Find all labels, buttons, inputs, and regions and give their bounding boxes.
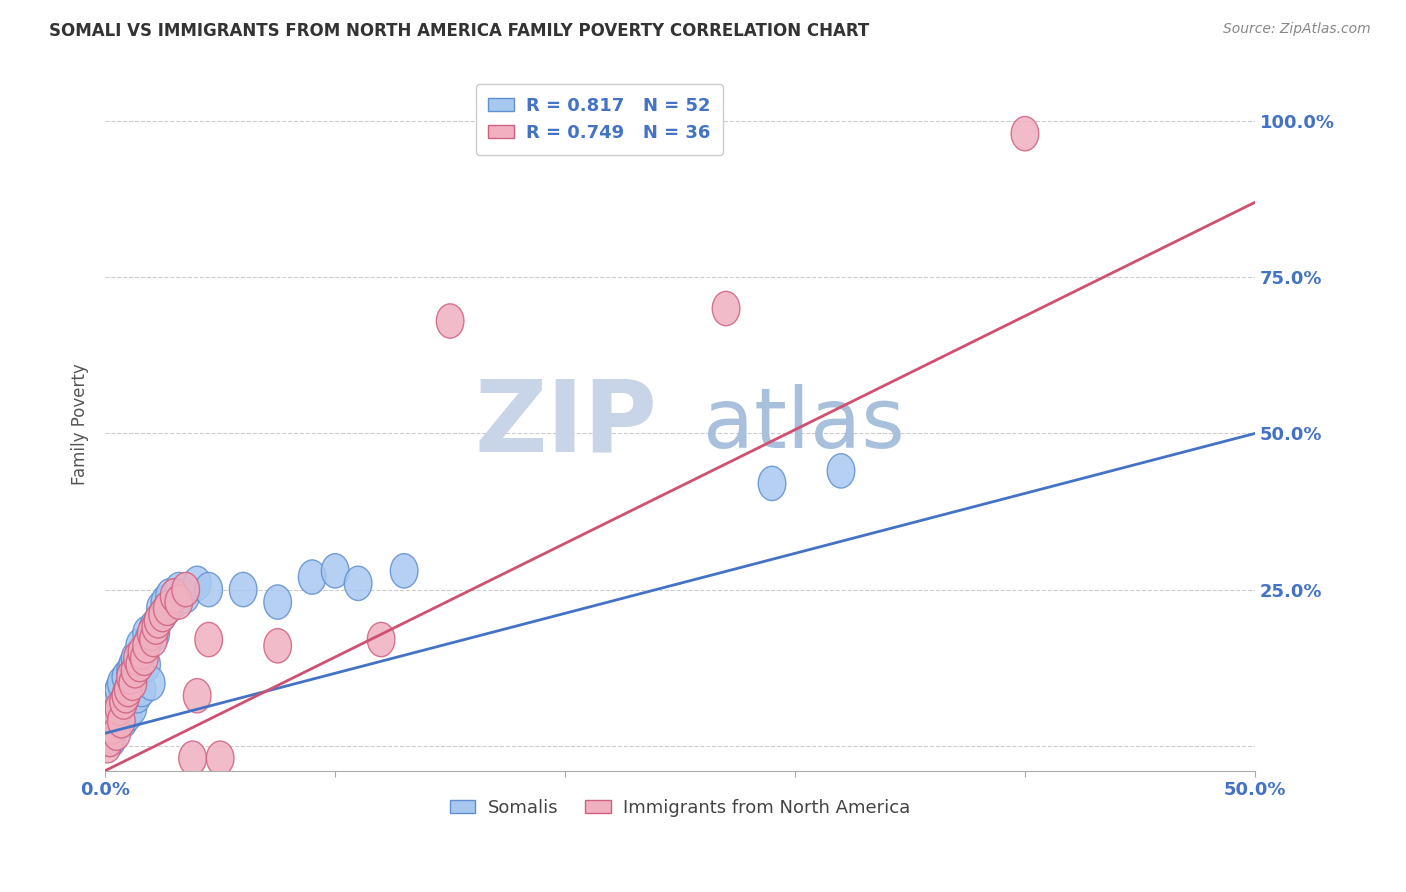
Ellipse shape <box>195 573 222 607</box>
Ellipse shape <box>322 554 349 588</box>
Ellipse shape <box>138 616 165 650</box>
Ellipse shape <box>138 666 165 700</box>
Ellipse shape <box>101 691 128 725</box>
Ellipse shape <box>105 698 132 731</box>
Ellipse shape <box>101 710 128 744</box>
Ellipse shape <box>107 691 135 725</box>
Ellipse shape <box>127 648 153 681</box>
Ellipse shape <box>160 585 188 619</box>
Ellipse shape <box>172 579 200 613</box>
Ellipse shape <box>124 679 152 713</box>
Ellipse shape <box>131 641 157 675</box>
Ellipse shape <box>96 723 124 756</box>
Ellipse shape <box>1011 117 1039 151</box>
Ellipse shape <box>96 716 124 750</box>
Ellipse shape <box>117 660 145 694</box>
Ellipse shape <box>101 698 128 731</box>
Text: ZIP: ZIP <box>474 376 657 473</box>
Ellipse shape <box>146 591 174 625</box>
Ellipse shape <box>149 598 177 632</box>
Ellipse shape <box>98 710 127 744</box>
Ellipse shape <box>132 629 160 663</box>
Ellipse shape <box>713 292 740 326</box>
Ellipse shape <box>105 673 132 706</box>
Ellipse shape <box>135 623 163 657</box>
Ellipse shape <box>153 591 181 625</box>
Ellipse shape <box>153 591 181 625</box>
Legend: Somalis, Immigrants from North America: Somalis, Immigrants from North America <box>443 791 918 824</box>
Ellipse shape <box>344 566 373 600</box>
Ellipse shape <box>172 573 200 607</box>
Ellipse shape <box>121 666 149 700</box>
Ellipse shape <box>114 673 142 706</box>
Y-axis label: Family Poverty: Family Poverty <box>72 363 89 485</box>
Ellipse shape <box>127 654 153 688</box>
Ellipse shape <box>94 723 121 756</box>
Ellipse shape <box>110 704 138 738</box>
Ellipse shape <box>179 741 207 775</box>
Ellipse shape <box>131 635 157 669</box>
Ellipse shape <box>110 685 138 719</box>
Ellipse shape <box>107 704 135 738</box>
Ellipse shape <box>128 635 156 669</box>
Ellipse shape <box>145 604 172 638</box>
Ellipse shape <box>183 566 211 600</box>
Ellipse shape <box>139 623 167 657</box>
Ellipse shape <box>142 610 170 644</box>
Ellipse shape <box>142 616 170 650</box>
Ellipse shape <box>124 641 152 675</box>
Ellipse shape <box>207 741 233 775</box>
Ellipse shape <box>112 679 139 713</box>
Ellipse shape <box>121 641 149 675</box>
Ellipse shape <box>103 716 131 750</box>
Ellipse shape <box>110 685 138 719</box>
Ellipse shape <box>112 660 139 694</box>
Ellipse shape <box>127 629 153 663</box>
Ellipse shape <box>132 648 160 681</box>
Text: Source: ZipAtlas.com: Source: ZipAtlas.com <box>1223 22 1371 37</box>
Ellipse shape <box>264 585 291 619</box>
Ellipse shape <box>149 598 177 632</box>
Ellipse shape <box>367 623 395 657</box>
Ellipse shape <box>120 666 146 700</box>
Ellipse shape <box>105 691 132 725</box>
Text: atlas: atlas <box>703 384 905 465</box>
Ellipse shape <box>165 573 193 607</box>
Ellipse shape <box>114 698 142 731</box>
Ellipse shape <box>183 679 211 713</box>
Ellipse shape <box>160 579 188 613</box>
Ellipse shape <box>120 648 146 681</box>
Ellipse shape <box>152 585 179 619</box>
Ellipse shape <box>112 679 139 713</box>
Ellipse shape <box>195 623 222 657</box>
Ellipse shape <box>98 723 127 756</box>
Ellipse shape <box>121 654 149 688</box>
Ellipse shape <box>436 304 464 338</box>
Ellipse shape <box>758 467 786 500</box>
Ellipse shape <box>107 666 135 700</box>
Ellipse shape <box>391 554 418 588</box>
Ellipse shape <box>156 579 183 613</box>
Ellipse shape <box>264 629 291 663</box>
Ellipse shape <box>298 560 326 594</box>
Ellipse shape <box>229 573 257 607</box>
Ellipse shape <box>114 673 142 706</box>
Ellipse shape <box>165 585 193 619</box>
Ellipse shape <box>120 691 146 725</box>
Ellipse shape <box>145 604 172 638</box>
Ellipse shape <box>103 679 131 713</box>
Ellipse shape <box>827 454 855 488</box>
Ellipse shape <box>103 704 131 738</box>
Ellipse shape <box>94 729 121 763</box>
Ellipse shape <box>128 673 156 706</box>
Ellipse shape <box>132 616 160 650</box>
Ellipse shape <box>117 654 145 688</box>
Ellipse shape <box>139 610 167 644</box>
Text: SOMALI VS IMMIGRANTS FROM NORTH AMERICA FAMILY POVERTY CORRELATION CHART: SOMALI VS IMMIGRANTS FROM NORTH AMERICA … <box>49 22 869 40</box>
